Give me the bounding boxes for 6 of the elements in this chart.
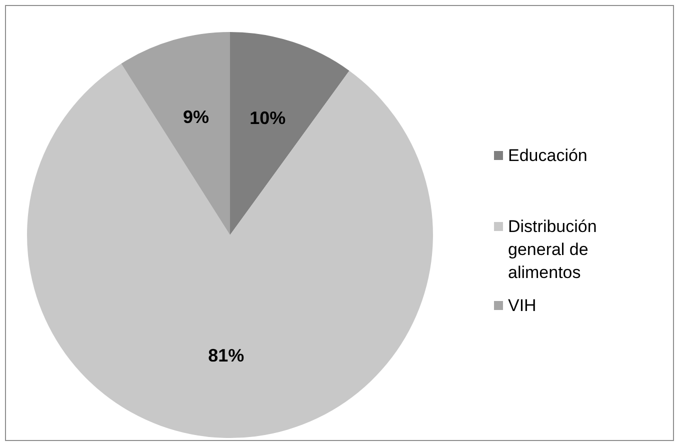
legend-label: VIH xyxy=(508,295,538,317)
legend-label: Distribución general de alimentos xyxy=(508,216,598,284)
legend-label: Educación xyxy=(508,145,588,167)
data-label: 9% xyxy=(183,107,210,128)
data-label: 10% xyxy=(250,108,286,128)
data-label: 81% xyxy=(208,346,244,366)
